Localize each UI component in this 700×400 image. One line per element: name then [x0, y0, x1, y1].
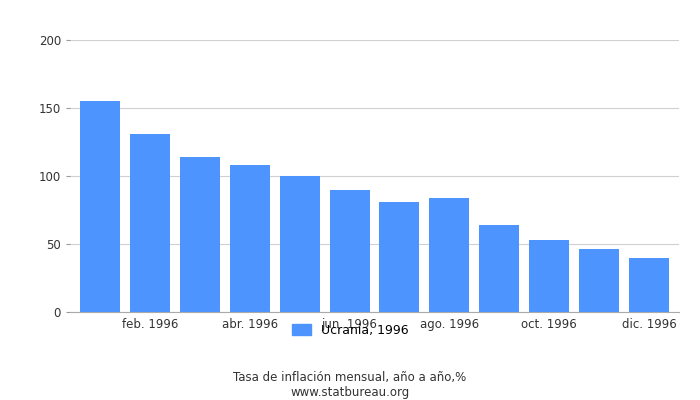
Bar	[429, 198, 469, 312]
Bar	[280, 176, 320, 312]
Bar	[480, 225, 519, 312]
Bar	[80, 101, 120, 312]
Bar	[180, 157, 220, 312]
Bar	[130, 134, 170, 312]
Text: www.statbureau.org: www.statbureau.org	[290, 386, 410, 399]
Bar	[230, 165, 270, 312]
Bar	[629, 258, 669, 312]
Bar	[579, 250, 619, 312]
Text: Tasa de inflación mensual, año a año,%: Tasa de inflación mensual, año a año,%	[233, 372, 467, 384]
Bar	[330, 190, 370, 312]
Bar	[379, 202, 419, 312]
Legend: Ucrania, 1996: Ucrania, 1996	[287, 319, 413, 342]
Bar	[529, 240, 569, 312]
